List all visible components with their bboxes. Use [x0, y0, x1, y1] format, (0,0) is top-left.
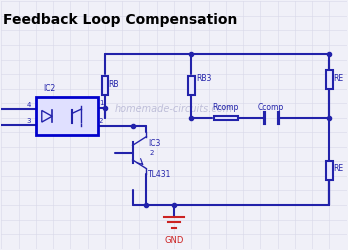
Text: IC3: IC3 [148, 140, 160, 148]
Text: TL431: TL431 [148, 170, 172, 179]
Text: Rcomp: Rcomp [213, 103, 239, 112]
Bar [36, 97, 98, 135]
Text: RE: RE [333, 74, 343, 83]
Text: 4: 4 [26, 102, 31, 107]
Text: IC2: IC2 [44, 84, 56, 93]
Text: RE: RE [333, 164, 343, 173]
Text: 1: 1 [99, 100, 103, 106]
Text: Ccomp: Ccomp [258, 103, 284, 112]
Bar [326, 70, 333, 89]
Bar [326, 161, 333, 180]
Bar [102, 76, 109, 95]
Text: 2: 2 [150, 150, 154, 156]
Text: Feedback Loop Compensation: Feedback Loop Compensation [3, 13, 237, 27]
Text: RB3: RB3 [196, 74, 212, 83]
Bar [188, 76, 195, 95]
Text: 3: 3 [26, 118, 31, 124]
Bar [214, 116, 238, 120]
Text: GND: GND [164, 236, 184, 244]
Text: RB: RB [109, 80, 119, 89]
Text: 2: 2 [99, 118, 103, 124]
Text: homemade-circuits.com: homemade-circuits.com [115, 104, 233, 114]
